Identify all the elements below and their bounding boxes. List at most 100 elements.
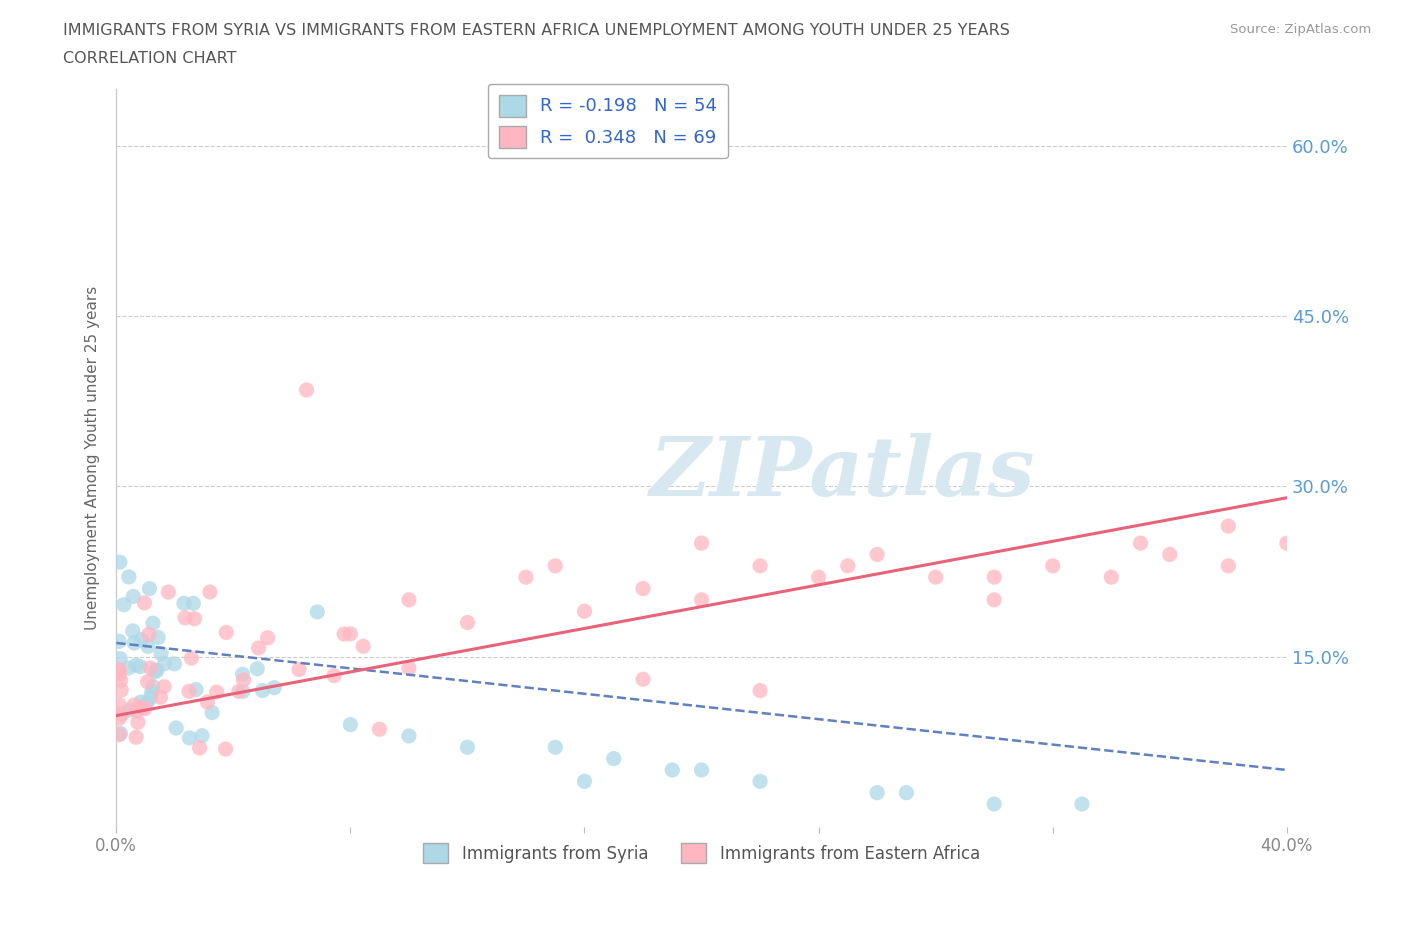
Point xyxy=(108,698,131,712)
Point xyxy=(247,641,270,656)
Point xyxy=(1275,536,1298,551)
Point xyxy=(1099,570,1122,585)
Point xyxy=(456,615,478,630)
Point xyxy=(136,639,159,654)
Point xyxy=(146,630,169,644)
Point xyxy=(214,741,236,756)
Point xyxy=(183,596,205,611)
Point xyxy=(139,690,162,705)
Point xyxy=(118,569,141,584)
Point xyxy=(122,589,145,604)
Point xyxy=(398,660,420,675)
Point xyxy=(983,592,1005,607)
Point xyxy=(136,674,159,689)
Point xyxy=(232,667,254,682)
Point xyxy=(295,382,318,397)
Point xyxy=(127,715,149,730)
Point xyxy=(232,684,254,698)
Point xyxy=(110,726,132,741)
Point xyxy=(122,698,145,712)
Point xyxy=(749,774,772,789)
Point xyxy=(135,696,157,711)
Point xyxy=(110,683,132,698)
Point xyxy=(142,679,165,694)
Point xyxy=(198,585,221,600)
Point xyxy=(661,763,683,777)
Point xyxy=(1218,558,1240,573)
Point xyxy=(398,592,420,607)
Point xyxy=(631,581,654,596)
Point xyxy=(125,658,148,672)
Point xyxy=(690,592,713,607)
Point xyxy=(866,547,889,562)
Point xyxy=(177,684,200,698)
Point xyxy=(108,651,131,666)
Point xyxy=(108,634,131,649)
Point xyxy=(983,797,1005,812)
Point xyxy=(368,722,391,737)
Point xyxy=(112,597,135,612)
Point xyxy=(456,740,478,755)
Point xyxy=(125,704,148,719)
Point xyxy=(108,667,131,682)
Point xyxy=(122,635,145,650)
Point xyxy=(252,684,274,698)
Point xyxy=(153,657,176,671)
Point xyxy=(141,684,163,699)
Point xyxy=(1071,797,1094,812)
Point xyxy=(157,585,180,600)
Text: ZIPatlas: ZIPatlas xyxy=(650,432,1035,512)
Point xyxy=(129,695,152,710)
Point xyxy=(924,570,946,585)
Point xyxy=(149,690,172,705)
Legend: Immigrants from Syria, Immigrants from Eastern Africa: Immigrants from Syria, Immigrants from E… xyxy=(416,836,987,870)
Point xyxy=(352,639,374,654)
Point xyxy=(1159,547,1181,562)
Point xyxy=(110,672,132,687)
Point xyxy=(749,558,772,573)
Point xyxy=(205,684,228,699)
Point xyxy=(1042,558,1064,573)
Point xyxy=(574,604,596,618)
Point xyxy=(131,632,153,647)
Point xyxy=(153,679,176,694)
Y-axis label: Unemployment Among Youth under 25 years: Unemployment Among Youth under 25 years xyxy=(86,286,100,631)
Point xyxy=(288,662,311,677)
Point xyxy=(896,785,918,800)
Point xyxy=(603,751,626,766)
Point xyxy=(866,785,889,800)
Point xyxy=(749,684,772,698)
Point xyxy=(180,651,202,666)
Point xyxy=(184,682,207,697)
Point xyxy=(173,596,195,611)
Point xyxy=(246,661,269,676)
Point xyxy=(333,627,356,642)
Point xyxy=(163,657,186,671)
Point xyxy=(108,727,131,742)
Point xyxy=(191,728,214,743)
Point xyxy=(134,701,156,716)
Point xyxy=(108,662,131,677)
Point xyxy=(150,646,173,661)
Text: IMMIGRANTS FROM SYRIA VS IMMIGRANTS FROM EASTERN AFRICA UNEMPLOYMENT AMONG YOUTH: IMMIGRANTS FROM SYRIA VS IMMIGRANTS FROM… xyxy=(63,23,1010,38)
Point xyxy=(232,672,254,687)
Point xyxy=(125,730,148,745)
Point xyxy=(983,570,1005,585)
Point xyxy=(1218,519,1240,534)
Point xyxy=(263,680,285,695)
Point xyxy=(323,669,346,684)
Point xyxy=(138,581,160,596)
Point xyxy=(631,671,654,686)
Point xyxy=(139,660,162,675)
Point xyxy=(111,707,134,722)
Text: Source: ZipAtlas.com: Source: ZipAtlas.com xyxy=(1230,23,1371,36)
Point xyxy=(117,660,139,675)
Point xyxy=(307,604,329,619)
Point xyxy=(129,659,152,674)
Point xyxy=(179,730,201,745)
Point xyxy=(121,623,143,638)
Point xyxy=(138,627,160,642)
Point xyxy=(215,625,238,640)
Point xyxy=(165,721,187,736)
Point xyxy=(690,536,713,551)
